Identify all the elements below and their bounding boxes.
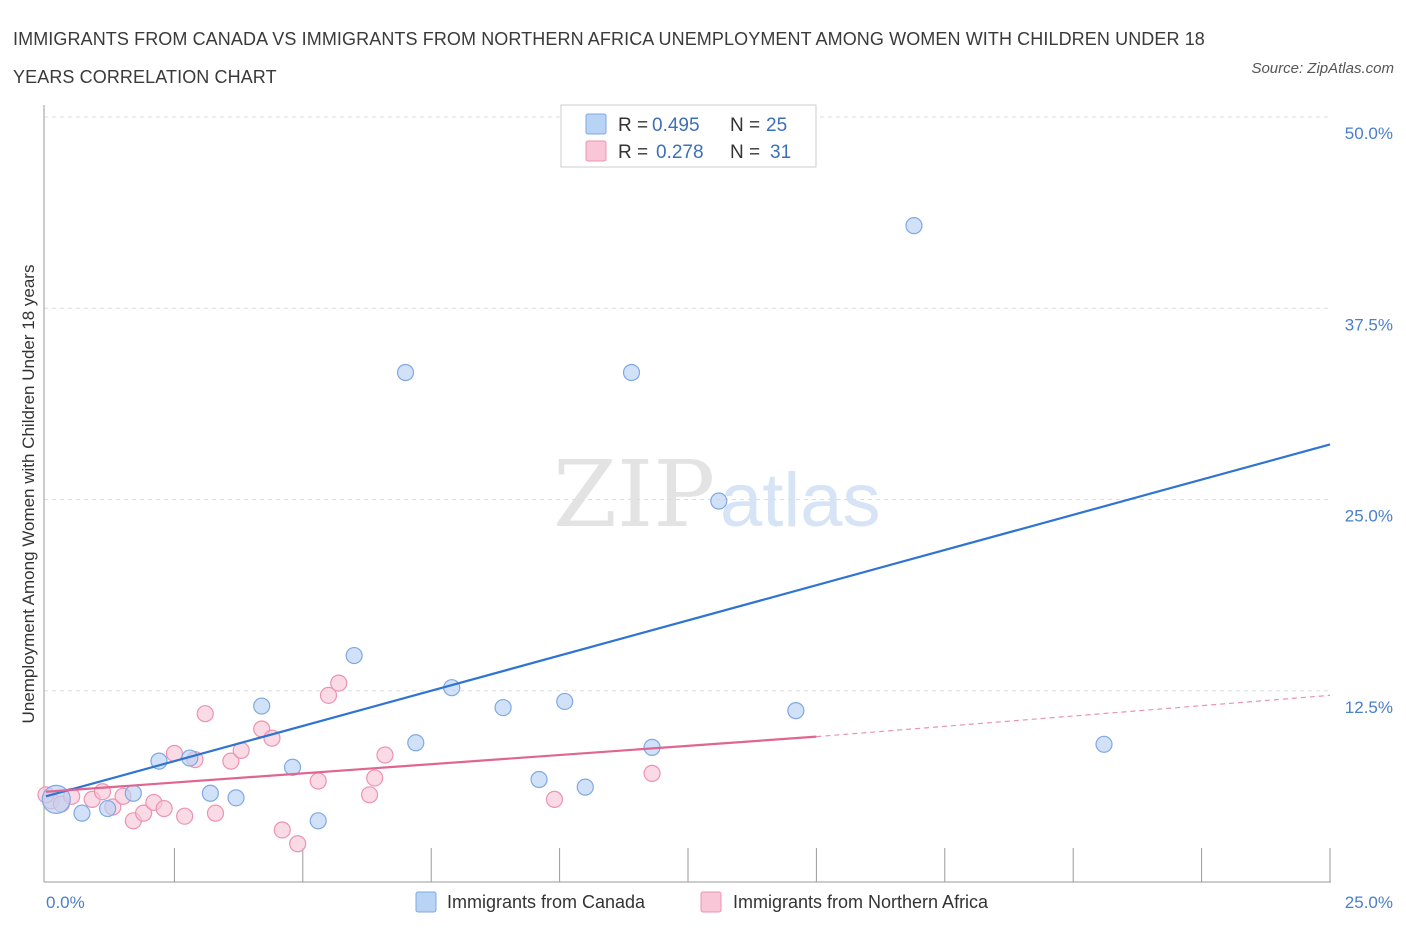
x-tick-label-max: 25.0% [1345,893,1393,912]
legend-top: R = 0.495 N = 25 R = 0.278 N = 31 [560,104,817,168]
bottom-legend-swatch-canada [415,891,437,913]
canada-point [556,692,574,711]
x-tick-label-min: 0.0% [46,893,85,912]
canada-point [710,492,728,510]
africa-point [643,764,661,782]
africa-point [134,804,153,822]
grid-lines [44,116,1331,692]
canada-point [494,698,512,717]
africa-point [93,783,112,801]
canada-point [345,646,363,665]
canada-point [787,702,805,720]
bottom-legend-label-africa: Immigrants from Northern Africa [733,892,989,912]
bottom-legend-label-canada: Immigrants from Canada [447,892,646,912]
africa-point [206,804,225,822]
x-axis-ticks [173,848,1331,882]
trendlines [45,443,1331,798]
watermark-atlas: atlas [720,458,881,543]
africa-point [196,705,214,723]
legend-swatch-africa [585,140,607,162]
legend-r-value-africa: 0.278 [656,142,704,163]
canada-point [576,778,594,796]
canada-point [73,804,91,822]
legend-r-value-canada: 0.495 [652,115,700,136]
source-label: Source: ZipAtlas.com [1251,60,1394,77]
africa-point [155,799,173,818]
legend-n-label-africa: N = [730,142,760,163]
chart-title: IMMIGRANTS FROM CANADA VS IMMIGRANTS FRO… [13,29,1205,87]
canada-point [201,784,219,802]
africa-trendline [45,735,817,793]
canada-point [309,812,327,830]
canada-series [41,217,1113,830]
africa-trendline-extension [816,694,1331,738]
africa-point [376,746,394,764]
y-tick-label: 25.0% [1345,507,1393,526]
africa-point [330,674,348,692]
africa-point [545,790,564,808]
bottom-legend-swatch-africa [700,891,722,913]
legend-n-value-canada: 25 [766,115,787,136]
canada-point [1095,735,1113,753]
legend-r-label-canada: R = [618,115,648,136]
africa-point [319,686,338,704]
canada-point [283,758,302,776]
canada-point [530,770,548,789]
legend-n-label-canada: N = [730,115,760,136]
y-tick-label: 12.5% [1345,698,1393,717]
africa-point [309,772,327,790]
canada-point [905,217,923,235]
watermark-zip: ZIP [553,441,715,548]
canada-point [227,789,245,807]
canada-point [124,784,142,802]
legend-n-value-africa: 31 [770,142,791,163]
africa-point [289,835,307,853]
africa-point [222,752,240,770]
y-axis-label: Unemployment Among Women with Children U… [19,265,38,724]
africa-point [360,786,379,804]
canada-point [407,734,425,752]
y-tick-label: 37.5% [1345,315,1393,334]
canada-trendline [45,443,1331,798]
africa-point [273,821,291,839]
canada-point [622,363,641,382]
africa-point [366,769,384,787]
canada-point [99,799,117,818]
canada-point [253,697,271,715]
legend-r-label-africa: R = [618,142,648,163]
legend-bottom: Immigrants from Canada Immigrants from N… [415,891,989,913]
legend-swatch-canada [585,113,607,135]
africa-point [176,807,194,825]
y-tick-label: 50.0% [1345,124,1393,143]
canada-point [396,363,415,382]
